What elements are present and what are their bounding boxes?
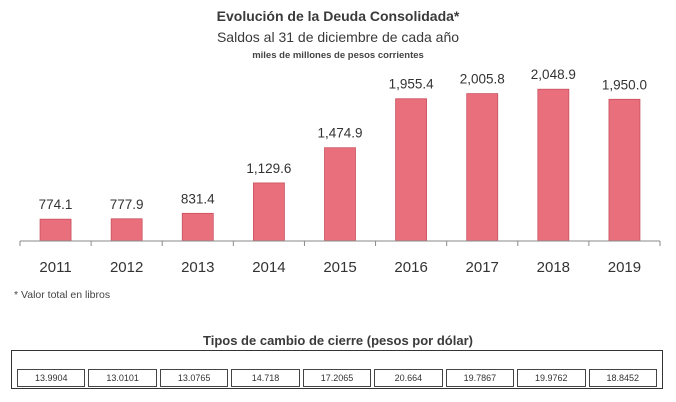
x-tick-label-2014: 2014 — [252, 259, 285, 276]
x-tick-label-2015: 2015 — [323, 259, 356, 276]
exchange-rate-cell: 13.0101 — [88, 369, 157, 387]
x-tick-label-2011: 2011 — [39, 259, 71, 276]
footnote: * Valor total en libros — [14, 289, 111, 301]
exchange-rates-table: 13.9904 13.0101 13.0765 14.718 17.2065 20.664… — [11, 350, 663, 389]
chart-units-label: miles de millones de pesos corrientes — [252, 50, 424, 61]
exchange-rate-cell: 20.664 — [374, 369, 443, 387]
x-axis-ticks-layer — [19, 241, 661, 246]
value-label-2011: 774.1 — [39, 197, 73, 212]
bar-2017 — [466, 93, 499, 242]
bar-2019 — [608, 98, 641, 242]
bar-2015 — [324, 147, 356, 242]
bar-2016 — [395, 98, 428, 242]
value-label-2017: 2,005.8 — [460, 72, 505, 87]
exchange-rate-cell: 17.2065 — [302, 369, 372, 387]
value-labels-layer: 774.1 777.9 831.4 1,129.6 1,474.9 1,955.4 2,00… — [39, 67, 647, 212]
bar-2018 — [537, 88, 570, 242]
x-tick-label-2012: 2012 — [110, 259, 143, 276]
bar-2012 — [110, 218, 143, 242]
exchange-rate-cell: 13.0765 — [159, 369, 229, 387]
value-label-2016: 1,955.4 — [389, 77, 435, 92]
exchange-rate-cell: 18.8452 — [588, 369, 657, 387]
exchange-rates-row: 13.9904 13.0101 13.0765 14.718 17.2065 20.664… — [17, 369, 657, 387]
chart-subtitle: Saldos al 31 de diciembre de cada año — [216, 29, 460, 45]
x-tick-label-2017: 2017 — [466, 259, 499, 276]
bar-chart: 774.1 777.9 831.4 1,129.6 1,474.9 1,955.4 2,00… — [19, 67, 661, 276]
exchange-rate-cell: 19.7867 — [445, 369, 515, 387]
value-label-2013: 831.4 — [181, 191, 215, 206]
x-tick-label-2013: 2013 — [181, 259, 214, 276]
value-label-2019: 1,950.0 — [602, 77, 647, 92]
x-tick-label-2016: 2016 — [394, 259, 427, 276]
exchange-rate-cell: 14.718 — [231, 369, 300, 387]
x-tick-label-2018: 2018 — [537, 259, 570, 276]
x-tick-label-2019: 2019 — [608, 259, 641, 276]
exchange-rate-cell: 19.9762 — [517, 369, 586, 387]
value-label-2012: 777.9 — [110, 197, 144, 212]
value-label-2014: 1,129.6 — [246, 161, 291, 176]
exchange-rates-title: Tipos de cambio de cierre (pesos por dól… — [203, 333, 473, 348]
exchange-rate-cell: 13.9904 — [17, 369, 86, 387]
value-label-2018: 2,048.9 — [531, 67, 576, 82]
bar-2011 — [39, 218, 72, 242]
chart-title: Evolución de la Deuda Consolidada* — [216, 8, 460, 24]
bars-layer — [39, 88, 641, 242]
bar-2014 — [252, 182, 285, 242]
bar-2013 — [181, 212, 214, 242]
x-axis-labels-layer: 2011 2012 2013 2014 2015 2016 2017 2018 2019 — [39, 259, 641, 276]
value-label-2015: 1,474.9 — [317, 126, 362, 141]
